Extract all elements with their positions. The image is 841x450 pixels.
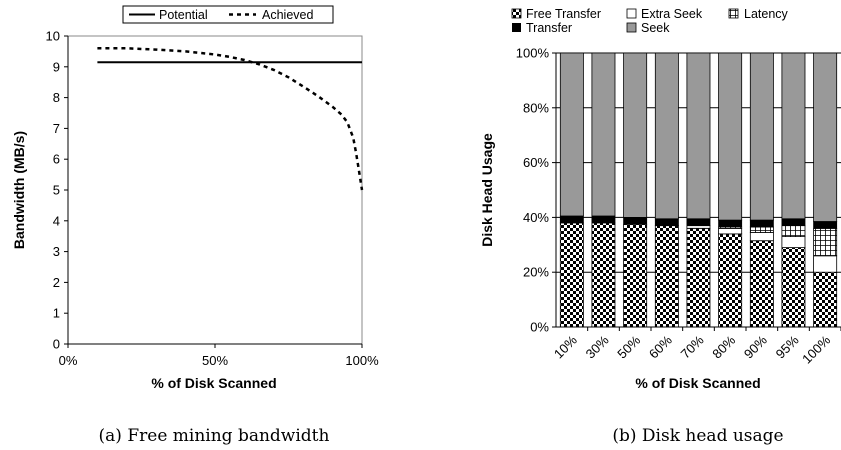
bar-segment-seek xyxy=(591,52,616,217)
bandwidth-x-ticks: 0% 50% 100% xyxy=(59,344,379,368)
bandwidth-series xyxy=(97,47,364,191)
disk-head-x-tick-label: 10% xyxy=(551,332,580,361)
bar-segment-extra-seek xyxy=(718,227,743,235)
bandwidth-legend-box xyxy=(122,5,334,24)
bar-segment-extra-seek xyxy=(781,236,806,249)
bar-segment-latency xyxy=(749,226,774,233)
disk-head-y-tick-label: 80% xyxy=(523,100,549,115)
legend-label-potential: Potential xyxy=(159,8,208,22)
disk-head-x-axis-label: % of Disk Scanned xyxy=(635,375,760,391)
bandwidth-y-tick-label: 2 xyxy=(53,275,60,290)
bar-segment-extra-seek xyxy=(749,232,774,242)
bandwidth-y-tick-label: 3 xyxy=(53,244,60,259)
bandwidth-y-tick-label: 4 xyxy=(53,213,60,228)
disk-head-y-tick-label: 20% xyxy=(523,265,549,280)
bar-segment-transfer xyxy=(654,218,679,227)
bar-segment-transfer xyxy=(686,218,711,227)
disk-head-bars xyxy=(559,52,838,328)
bar-segment-free-transfer xyxy=(718,233,743,328)
bandwidth-chart: Potential Achieved 0 1 2 3 4 5 6 7 8 9 10 0% 50% 100… xyxy=(11,5,379,391)
bandwidth-y-tick-label: 7 xyxy=(53,121,60,136)
legend-swatch-extra-seek xyxy=(626,8,637,19)
bar-segment-latency xyxy=(781,225,806,238)
bar-segment-transfer xyxy=(813,221,838,229)
bar-segment-seek xyxy=(654,52,679,220)
disk-head-x-tick-label: 70% xyxy=(678,332,707,361)
bar-segment-free-transfer xyxy=(686,227,711,328)
legend-label-extra-seek: Extra Seek xyxy=(641,7,703,21)
bandwidth-y-tick-label: 9 xyxy=(53,59,60,74)
legend-swatch-transfer xyxy=(512,23,521,32)
bandwidth-x-tick-label: 100% xyxy=(345,353,379,368)
bar-segment-free-transfer xyxy=(591,222,616,328)
series-line-achieved xyxy=(97,47,364,191)
legend-swatch-free-transfer xyxy=(511,8,522,19)
bar-segment-transfer xyxy=(591,215,616,224)
disk-head-x-tick-label: 80% xyxy=(709,332,738,361)
bar-segment-seek xyxy=(813,52,838,222)
bandwidth-x-axis-label: % of Disk Scanned xyxy=(151,375,276,391)
legend-label-transfer: Transfer xyxy=(526,21,572,35)
bandwidth-y-tick-label: 1 xyxy=(53,306,60,321)
disk-head-x-tick-label: 95% xyxy=(773,332,802,361)
bar-segment-transfer xyxy=(718,219,743,228)
bandwidth-x-tick-label: 0% xyxy=(59,353,78,368)
legend-label-achieved: Achieved xyxy=(262,8,313,22)
disk-head-y-tick-label: 40% xyxy=(523,210,549,225)
legend-swatch-seek xyxy=(626,22,637,33)
bar-segment-transfer xyxy=(749,219,774,228)
bar-segment-free-transfer xyxy=(813,271,838,328)
bandwidth-plot-frame xyxy=(67,35,363,345)
bandwidth-y-tick-label: 5 xyxy=(53,183,60,198)
disk-head-x-tick-label: 90% xyxy=(741,332,770,361)
bar-segment-transfer xyxy=(623,216,648,225)
bar-segment-seek xyxy=(749,52,774,221)
legend-label-seek: Seek xyxy=(641,21,670,35)
disk-head-y-axis-label: Disk Head Usage xyxy=(479,133,495,247)
disk-head-x-ticks: 10% 30% 50% 60% 70% 80% 90% 95%100% xyxy=(551,327,841,367)
bar-segment-free-transfer xyxy=(623,223,648,328)
disk-head-y-tick-label: 100% xyxy=(516,46,550,61)
disk-head-x-tick-label: 30% xyxy=(583,332,612,361)
caption-b: (b) Disk head usage xyxy=(612,426,783,446)
bandwidth-y-tick-label: 10 xyxy=(46,29,60,44)
bandwidth-x-tick-label: 50% xyxy=(202,353,228,368)
disk-head-y-ticks: 0% 20% 40% 60% 80% 100% xyxy=(516,46,556,335)
bar-segment-transfer xyxy=(781,218,806,227)
bar-segment-latency xyxy=(813,227,838,257)
caption-a: (a) Free mining bandwidth xyxy=(99,426,330,446)
bandwidth-legend: Potential Achieved xyxy=(122,5,334,24)
disk-head-x-tick-label: 100% xyxy=(799,332,833,366)
bandwidth-y-tick-label: 6 xyxy=(53,152,60,167)
bar-segment-seek xyxy=(623,52,648,218)
legend-label-free-transfer: Free Transfer xyxy=(526,7,601,21)
bandwidth-y-ticks: 0 1 2 3 4 5 6 7 8 9 10 xyxy=(46,29,68,352)
legend-swatch-latency xyxy=(728,8,739,19)
disk-head-legend: Free Transfer Extra Seek Latency Transfe… xyxy=(511,7,789,35)
bar-segment-transfer xyxy=(559,215,584,224)
bar-segment-seek xyxy=(559,52,584,217)
bar-segment-extra-seek xyxy=(813,255,838,273)
bar-segment-free-transfer xyxy=(559,222,584,328)
disk-head-x-tick-label: 60% xyxy=(646,332,675,361)
bar-segment-seek xyxy=(718,52,743,221)
bar-segment-seek xyxy=(781,52,806,220)
bar-segment-seek xyxy=(686,52,711,220)
bar-segment-free-transfer xyxy=(781,247,806,328)
legend-label-latency: Latency xyxy=(744,7,789,21)
bandwidth-y-tick-label: 0 xyxy=(53,337,60,352)
disk-head-chart: Free Transfer Extra Seek Latency Transfe… xyxy=(479,7,841,391)
bar-segment-free-transfer xyxy=(654,225,679,328)
disk-head-x-tick-label: 50% xyxy=(614,332,643,361)
bandwidth-y-axis-label: Bandwidth (MB/s) xyxy=(11,131,27,249)
bandwidth-y-tick-label: 8 xyxy=(53,90,60,105)
disk-head-y-tick-label: 0% xyxy=(530,320,549,335)
bar-segment-free-transfer xyxy=(749,240,774,328)
disk-head-y-tick-label: 60% xyxy=(523,155,549,170)
